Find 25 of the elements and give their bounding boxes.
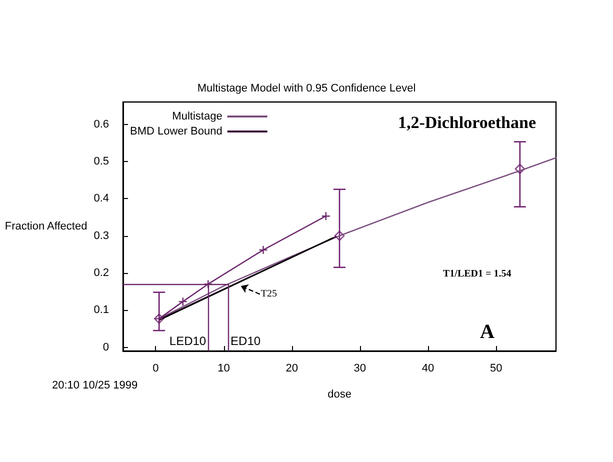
y-tick-label: 0.5 [94,155,109,168]
x-tick-label: 20 [286,362,298,374]
y-tick-label: 0.2 [94,266,109,279]
x-axis-title: dose [328,388,352,400]
y-tick-label: 0.1 [94,304,109,316]
x-tick-label: 40 [422,362,434,374]
annotation: T1/LED1 = 1.54 [443,268,512,280]
x-tick-label: 50 [490,362,502,374]
x-tick-label: 0 [152,362,159,374]
y-tick-label: 0.6 [94,118,109,130]
y-axis-title: Fraction Affected [4,220,88,232]
legend-label: BMD Lower Bound [130,126,222,138]
text: 20:10 10/25 1999 [52,380,138,392]
x-tick-label: 10 [218,362,230,374]
annotation: T25 [260,288,277,300]
y-tick-label: 0.4 [94,192,109,205]
legend-label: Multistage [172,110,222,122]
ref-line-label: ED10 [230,334,261,348]
y-tick-label: 0 [102,341,109,354]
annotation: 1,2-Dichloroethane [398,113,536,132]
annotation: A [480,321,495,343]
ref-line-label: LED10 [169,334,206,348]
x-tick-label: 30 [354,362,366,374]
chart-title: Multistage Model with 0.95 Confidence Level [197,82,416,94]
y-tick-label: 0.3 [94,230,109,242]
